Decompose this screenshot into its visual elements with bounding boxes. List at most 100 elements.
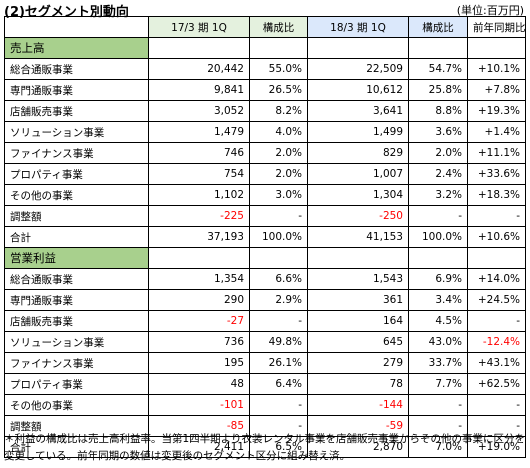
cell-p17: - — [249, 205, 308, 227]
cell-v17: -225 — [148, 205, 250, 227]
row-label: 合計 — [4, 226, 149, 248]
cell-yoy: +10.1% — [467, 58, 526, 80]
cell-v17: 736 — [148, 331, 250, 353]
segment-table: 17/3 期 1Q 構成比 18/3 期 1Q 構成比 前年同期比 売上高 総合通… — [4, 16, 526, 458]
cell-v17: 1,102 — [148, 184, 250, 206]
cell-p18: 4.5% — [408, 310, 468, 332]
header-ratio-17: 構成比 — [249, 16, 308, 38]
table-row: 総合通販事業 20,442 55.0% 22,509 54.7% +10.1% — [4, 58, 526, 80]
cell-p17: 26.5% — [249, 79, 308, 101]
empty-cell — [307, 37, 409, 59]
empty-cell — [467, 247, 526, 269]
cell-p17: 6.5% — [249, 436, 308, 458]
cell-v18: -250 — [307, 205, 409, 227]
table-row: ファイナンス事業 195 26.1% 279 33.7% +43.1% — [4, 352, 526, 374]
table-row: プロパティ事業 48 6.4% 78 7.7% +62.5% — [4, 373, 526, 395]
cell-yoy: +10.6% — [467, 226, 526, 248]
cell-p17: - — [249, 310, 308, 332]
header-17-1q: 17/3 期 1Q — [148, 16, 250, 38]
empty-cell — [249, 247, 308, 269]
table-row: 調整額 -225- -250- - — [4, 205, 526, 227]
cell-p18: 43.0% — [408, 331, 468, 353]
cell-yoy: +19.3% — [467, 100, 526, 122]
empty-cell — [148, 247, 250, 269]
cell-v18: 2,870 — [307, 436, 409, 458]
cell-yoy: +43.1% — [467, 352, 526, 374]
table-row: 専門通販事業 9,841 26.5% 10,612 25.8% +7.8% — [4, 79, 526, 101]
cell-yoy: +19.0% — [467, 436, 526, 458]
cell-yoy: - — [467, 310, 526, 332]
table-row: ソリューション事業 736 49.8% 645 43.0% -12.4% — [4, 331, 526, 353]
table-header-row: 17/3 期 1Q 構成比 18/3 期 1Q 構成比 前年同期比 — [4, 16, 526, 38]
cell-v17: 9,841 — [148, 79, 250, 101]
table-row: 店舗販売事業 3,052 8.2% 3,641 8.8% +19.3% — [4, 100, 526, 122]
row-label: 総合通販事業 — [4, 268, 149, 290]
cell-v18: 41,153 — [307, 226, 409, 248]
cell-v17: 3,052 — [148, 100, 250, 122]
cell-v18: 279 — [307, 352, 409, 374]
table-row: 総合通販事業 1,354 6.6% 1,543 6.9% +14.0% — [4, 268, 526, 290]
cell-v18: 829 — [307, 142, 409, 164]
row-label: 総合通販事業 — [4, 58, 149, 80]
cell-p18: 25.8% — [408, 79, 468, 101]
cell-p17: 6.4% — [249, 373, 308, 395]
row-label: プロパティ事業 — [4, 163, 149, 185]
cell-p17: 2.0% — [249, 142, 308, 164]
table-row: ソリューション事業 1,479 4.0% 1,499 3.6% +1.4% — [4, 121, 526, 143]
section-header-row: 売上高 — [4, 37, 526, 59]
empty-cell — [408, 37, 468, 59]
empty-cell — [467, 37, 526, 59]
cell-p17: 26.1% — [249, 352, 308, 374]
cell-yoy: +14.0% — [467, 268, 526, 290]
cell-p17: - — [249, 394, 308, 416]
cell-p18: 7.7% — [408, 373, 468, 395]
row-label: その他の事業 — [4, 394, 149, 416]
cell-v17: 195 — [148, 352, 250, 374]
row-label: その他の事業 — [4, 184, 149, 206]
cell-p17: 3.0% — [249, 184, 308, 206]
cell-p18: - — [408, 394, 468, 416]
row-label: 調整額 — [4, 205, 149, 227]
cell-v18: 3,641 — [307, 100, 409, 122]
cell-p18: 7.0% — [408, 436, 468, 458]
cell-p17: 6.6% — [249, 268, 308, 290]
cell-v18: 645 — [307, 331, 409, 353]
cell-p18: 3.4% — [408, 289, 468, 311]
cell-yoy: +24.5% — [467, 289, 526, 311]
table-row: 調整額 -85- -59- - — [4, 415, 526, 437]
cell-v18: 1,499 — [307, 121, 409, 143]
cell-p18: - — [408, 205, 468, 227]
cell-p17: 2.0% — [249, 163, 308, 185]
empty-cell — [148, 37, 250, 59]
row-label: 専門通販事業 — [4, 79, 149, 101]
cell-v17: 20,442 — [148, 58, 250, 80]
header-yoy: 前年同期比 — [467, 16, 526, 38]
cell-v18: 10,612 — [307, 79, 409, 101]
cell-v18: -144 — [307, 394, 409, 416]
header-18-1q: 18/3 期 1Q — [307, 16, 409, 38]
unit-label: (単位:百万円) — [456, 4, 524, 17]
cell-v17: -27 — [148, 310, 250, 332]
cell-v17: 746 — [148, 142, 250, 164]
cell-p18: 6.9% — [408, 268, 468, 290]
row-label: ファイナンス事業 — [4, 352, 149, 374]
cell-v18: 1,543 — [307, 268, 409, 290]
table-row: 合計 37,193 100.0% 41,153 100.0% +10.6% — [4, 226, 526, 248]
table-body: 売上高 総合通販事業 20,442 55.0% 22,509 54.7% +10.1% 専門通… — [4, 37, 526, 458]
cell-v18: 1,304 — [307, 184, 409, 206]
empty-cell — [408, 247, 468, 269]
cell-yoy: - — [467, 205, 526, 227]
cell-p18: 54.7% — [408, 58, 468, 80]
cell-yoy: +1.4% — [467, 121, 526, 143]
cell-p18: 8.8% — [408, 100, 468, 122]
header-blank — [4, 16, 149, 38]
cell-yoy: +62.5% — [467, 373, 526, 395]
cell-p17: 55.0% — [249, 58, 308, 80]
section-label: 売上高 — [4, 37, 149, 59]
cell-p18: 3.2% — [408, 184, 468, 206]
cell-p17: 2.9% — [249, 289, 308, 311]
cell-v18: 22,509 — [307, 58, 409, 80]
section-header-row: 営業利益 — [4, 247, 526, 269]
cell-v17: 290 — [148, 289, 250, 311]
row-label: 店舗販売事業 — [4, 100, 149, 122]
